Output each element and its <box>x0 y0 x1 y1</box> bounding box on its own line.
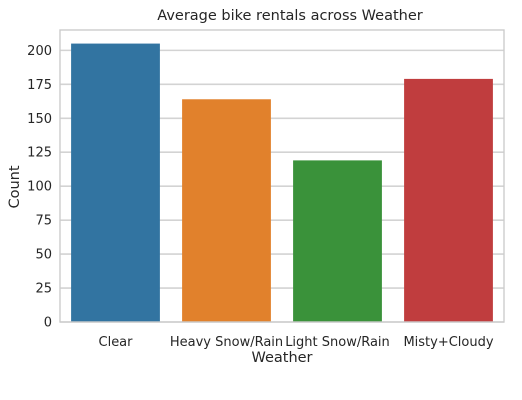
y-tick-labels: 0 25 50 75 100 125 150 175 200 <box>27 44 52 331</box>
y-tick-label: 0 <box>44 316 52 331</box>
plot-frame <box>59 29 505 323</box>
x-tick-label: Light Snow/Rain <box>285 335 390 350</box>
bar-misty-cloudy <box>404 78 493 322</box>
x-tick-labels: Clear Heavy Snow/Rain Light Snow/Rain Misty… <box>99 335 494 350</box>
x-tick-label: Heavy Snow/Rain <box>170 335 283 350</box>
bar-clear <box>71 43 160 323</box>
x-tick-label: Clear <box>99 335 134 350</box>
y-tick-label: 100 <box>27 180 52 195</box>
chart-title: Average bike rentals across Weather <box>157 8 422 24</box>
y-axis-label: Count <box>7 165 23 208</box>
y-tick-label: 175 <box>27 78 52 93</box>
bar-light-snow-rain <box>293 160 382 322</box>
y-tick-label: 150 <box>27 112 52 127</box>
bar-heavy-snow-rain <box>182 99 271 323</box>
y-tick-label: 125 <box>27 146 52 161</box>
y-tick-label: 50 <box>35 248 52 263</box>
y-tick-label: 25 <box>35 282 52 297</box>
y-tick-label: 200 <box>27 44 52 59</box>
x-axis-label: Weather <box>251 350 312 366</box>
y-tick-label: 75 <box>35 214 52 229</box>
x-tick-label: Misty+Cloudy <box>403 335 493 350</box>
bars <box>71 43 493 323</box>
